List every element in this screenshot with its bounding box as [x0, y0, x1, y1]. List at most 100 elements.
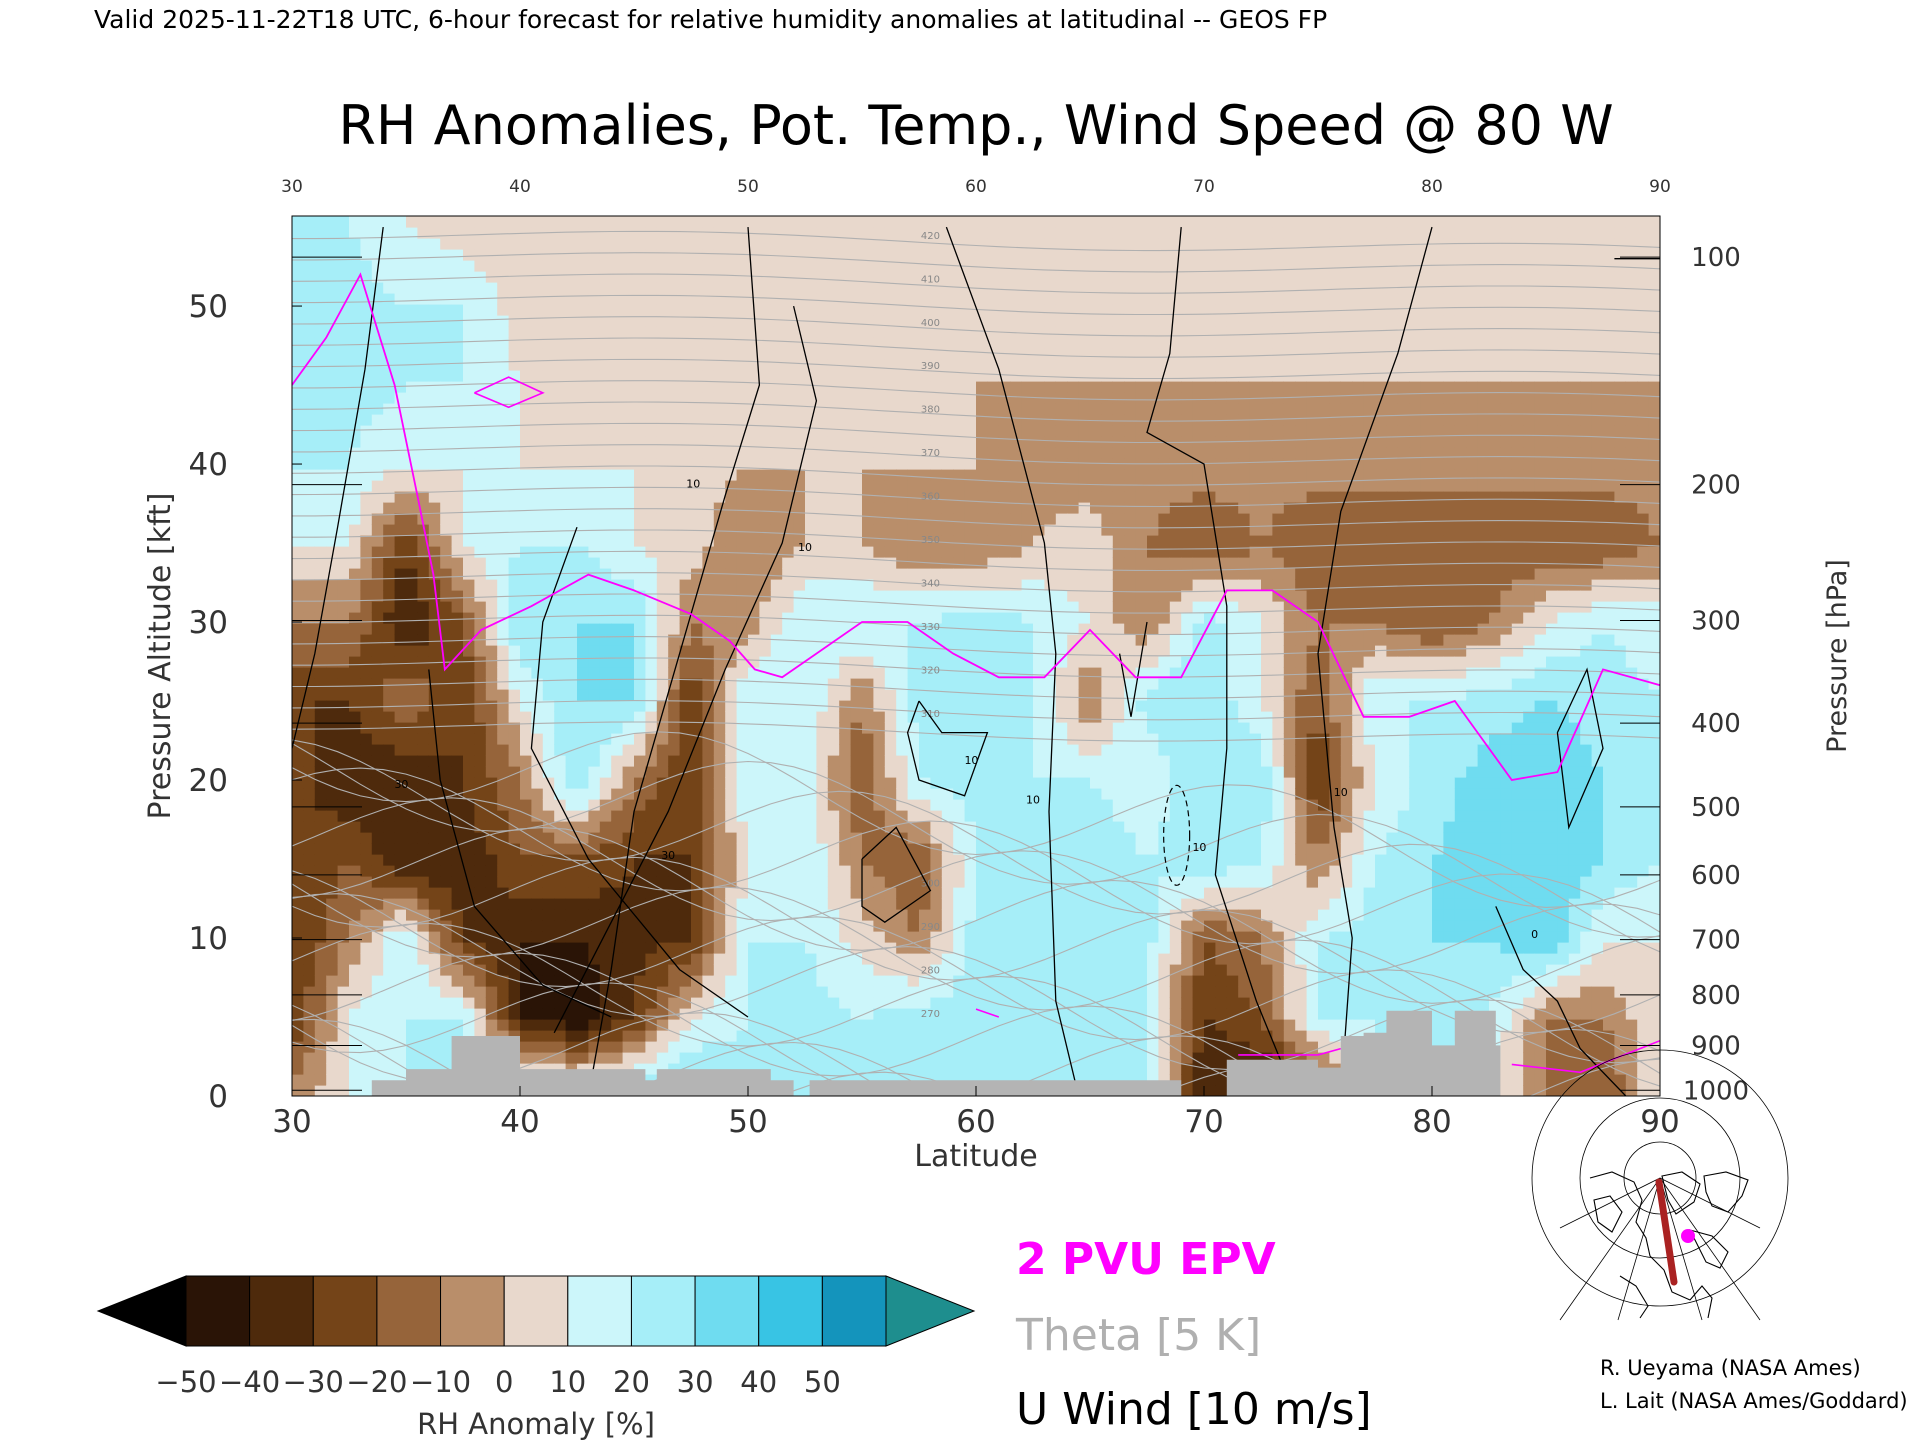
heatmap-cell — [873, 656, 886, 668]
heatmap-cell — [508, 997, 521, 1009]
heatmap-cell — [793, 271, 806, 283]
heatmap-cell — [748, 623, 760, 635]
heatmap-cell — [668, 326, 681, 338]
heatmap-cell — [383, 843, 396, 855]
heatmap-cell — [520, 777, 532, 789]
heatmap-cell — [862, 832, 874, 844]
heatmap-cell — [793, 348, 806, 360]
heatmap-cell — [816, 689, 829, 701]
heatmap-cell — [679, 260, 692, 272]
heatmap-cell — [987, 458, 1000, 470]
heatmap-cell — [805, 821, 817, 833]
heatmap-cell — [417, 656, 430, 668]
heatmap-cell — [884, 1074, 897, 1086]
heatmap-cell — [930, 931, 943, 943]
heatmap-cell — [713, 810, 726, 822]
heatmap-cell — [371, 1074, 384, 1086]
heatmap-cell — [850, 612, 863, 624]
heatmap-cell — [748, 447, 760, 459]
heatmap-cell — [873, 249, 886, 261]
heatmap-cell — [485, 909, 498, 921]
heatmap-cell — [850, 821, 863, 833]
heatmap-cell — [292, 964, 304, 976]
heatmap-cell — [349, 634, 361, 646]
heatmap-cell — [873, 238, 886, 250]
heatmap-cell — [987, 733, 1000, 745]
heatmap-cell — [303, 469, 316, 481]
heatmap-cell — [349, 722, 361, 734]
heatmap-cell — [428, 612, 441, 624]
heatmap-cell — [440, 843, 453, 855]
heatmap-cell — [884, 557, 897, 569]
heatmap-cell — [314, 634, 327, 646]
heatmap-cell — [793, 1085, 806, 1096]
heatmap-cell — [919, 458, 931, 470]
heatmap-cell — [520, 1008, 532, 1020]
heatmap-cell — [440, 568, 453, 580]
heatmap-cell — [554, 766, 567, 778]
heatmap-cell — [987, 271, 1000, 283]
heatmap-cell — [645, 337, 658, 349]
heatmap-cell — [485, 447, 498, 459]
heatmap-cell — [907, 953, 920, 965]
heatmap-cell — [884, 568, 897, 580]
heatmap-cell — [520, 359, 532, 371]
heatmap-cell — [907, 788, 920, 800]
heatmap-cell — [440, 964, 453, 976]
heatmap-cell — [531, 997, 544, 1009]
heatmap-cell — [622, 447, 635, 459]
heatmap-cell — [588, 579, 601, 591]
heatmap-cell — [793, 601, 806, 613]
heatmap-cell — [816, 865, 829, 877]
heatmap-cell — [360, 304, 373, 316]
heatmap-cell — [793, 975, 806, 987]
heatmap-cell — [337, 711, 350, 723]
heatmap-cell — [565, 403, 578, 415]
heatmap-cell — [713, 1052, 726, 1064]
heatmap-cell — [394, 568, 407, 580]
heatmap-cell — [520, 799, 532, 811]
heatmap-cell — [953, 755, 966, 767]
heatmap-cell — [292, 931, 304, 943]
heatmap-cell — [691, 414, 703, 426]
heatmap-cell — [371, 942, 384, 954]
heatmap-cell — [964, 777, 977, 789]
heatmap-cell — [554, 909, 567, 921]
heatmap-cell — [896, 964, 909, 976]
heatmap-cell — [463, 557, 475, 569]
heatmap-cell — [805, 502, 817, 514]
heatmap-cell — [850, 282, 863, 294]
heatmap-cell — [862, 1052, 874, 1064]
heatmap-cell — [862, 920, 874, 932]
heatmap-cell — [645, 975, 658, 987]
heatmap-cell — [349, 590, 361, 602]
heatmap-cell — [736, 271, 749, 283]
heatmap-cell — [896, 568, 909, 580]
heatmap-cell — [976, 249, 988, 261]
heatmap-cell — [292, 469, 304, 481]
heatmap-cell — [805, 843, 817, 855]
heatmap-cell — [850, 876, 863, 888]
heatmap-cell — [497, 953, 510, 965]
heatmap-cell — [485, 689, 498, 701]
heatmap-cell — [816, 832, 829, 844]
heatmap-cell — [668, 645, 681, 657]
heatmap-cell — [622, 898, 635, 910]
heatmap-cell — [748, 865, 760, 877]
heatmap-cell — [691, 711, 703, 723]
heatmap-cell — [907, 810, 920, 822]
heatmap-cell — [485, 1019, 498, 1031]
heatmap-cell — [907, 975, 920, 987]
heatmap-cell — [827, 612, 840, 624]
heatmap-cell — [930, 997, 943, 1009]
heatmap-cell — [770, 513, 783, 525]
heatmap-cell — [725, 678, 738, 690]
heatmap-cell — [451, 953, 464, 965]
heatmap-cell — [827, 227, 840, 239]
heatmap-cell — [383, 304, 396, 316]
heatmap-cell — [679, 480, 692, 492]
heatmap-cell — [691, 667, 703, 679]
heatmap-cell — [953, 447, 966, 459]
heatmap-cell — [542, 381, 555, 393]
heatmap-cell — [611, 964, 624, 976]
